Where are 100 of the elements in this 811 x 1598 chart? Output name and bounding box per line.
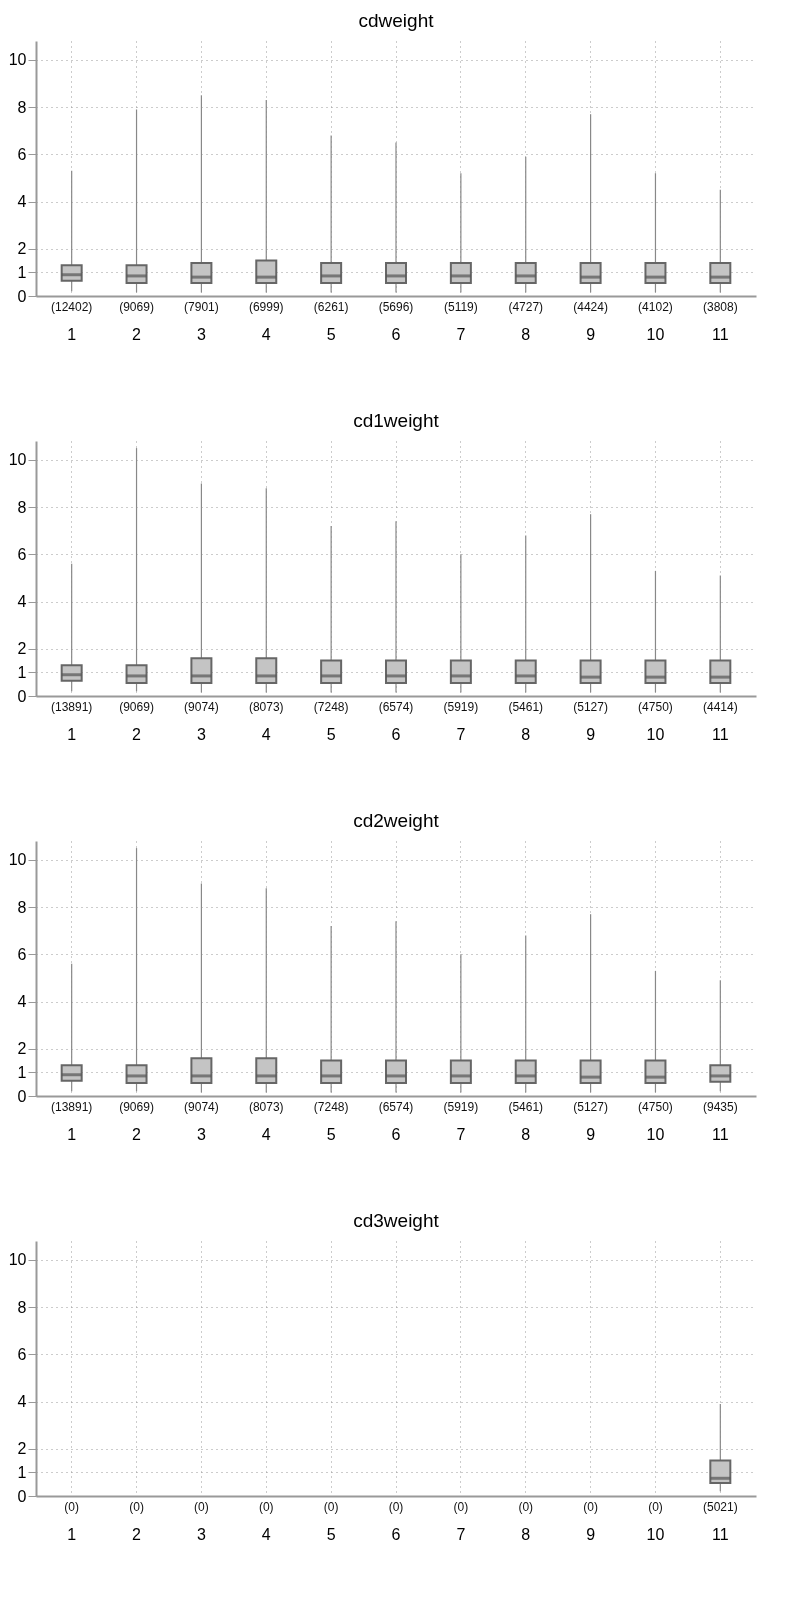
y-tick-label: 10 [8,451,27,469]
chart-title: cdweight [358,10,435,31]
x-tick-label: 1 [67,725,77,743]
x-tick-label: 5 [326,1125,336,1143]
x-tick-label: 9 [586,1125,596,1143]
text: (5119) [443,300,478,314]
y-tick-label: 1 [17,1063,27,1081]
text: (0) [129,1500,144,1514]
y-tick-label: 6 [17,545,27,563]
x-tick-label: 4 [261,1525,271,1543]
x-tick-label: 6 [391,1525,401,1543]
y-tick-label: 10 [8,51,27,69]
text: (5127) [573,1100,608,1114]
x-tick-label: 3 [196,1125,206,1143]
x-tick-label: 10 [646,1525,665,1543]
text: (6999) [248,300,284,314]
x-tick-label: 7 [456,1525,466,1543]
y-tick-label: 10 [8,851,27,869]
x-tick-label: 9 [586,725,596,743]
x-tick-label: 8 [521,1125,531,1143]
chart-title: cd2weight [353,810,440,831]
chart-title: cd3weight [353,1210,440,1231]
text: (4750) [638,700,673,714]
y-tick-label: 2 [17,640,27,658]
x-tick-label: 1 [67,1125,77,1143]
y-tick-label: 4 [17,193,27,211]
x-tick-label: 7 [456,725,466,743]
text: (6261) [313,300,349,314]
x-tick-label: 3 [196,725,206,743]
x-tick-label: 4 [261,325,271,343]
text: (5127) [573,700,608,714]
x-tick-label: 2 [132,725,142,743]
text: (6574) [378,700,414,714]
x-tick-label: 10 [646,325,665,343]
text: (4102) [638,300,673,314]
text: (9069) [119,300,154,314]
text: (4414) [702,700,738,714]
y-tick-label: 4 [17,593,27,611]
x-tick-label: 2 [132,1125,142,1143]
x-tick-label: 10 [646,725,665,743]
x-tick-label: 8 [521,725,531,743]
text: (5021) [702,1500,738,1514]
text: (4750) [638,1100,673,1114]
y-tick-label: 1 [17,263,27,281]
text: (7248) [313,700,349,714]
y-tick-label: 4 [17,993,27,1011]
x-tick-label: 7 [456,1125,466,1143]
x-tick-label: 6 [391,325,401,343]
x-tick-label: 11 [712,725,729,743]
text: (7901) [184,300,219,314]
text: (8073) [248,1100,284,1114]
x-tick-label: 5 [326,325,336,343]
x-tick-label: 4 [261,1125,271,1143]
text: (9435) [702,1100,738,1114]
y-tick-label: 0 [17,287,27,305]
x-tick-label: 1 [67,325,77,343]
y-tick-label: 10 [8,1251,27,1269]
y-tick-label: 8 [17,498,27,516]
x-tick-label: 9 [586,1525,596,1543]
y-tick-label: 1 [17,663,27,681]
text: (9069) [119,1100,154,1114]
y-tick-label: 0 [17,687,27,705]
y-tick-label: 1 [17,1463,27,1481]
text: (6574) [378,1100,414,1114]
text: (13891) [50,700,93,714]
text: (0) [453,1500,469,1514]
text: (9074) [184,1100,219,1114]
text: (8073) [248,700,284,714]
x-tick-label: 2 [132,325,142,343]
y-tick-label: 6 [17,145,27,163]
x-tick-label: 8 [521,325,531,343]
x-tick-label: 3 [196,325,206,343]
x-tick-label: 11 [712,1125,729,1143]
y-tick-label: 8 [17,1298,27,1316]
text: (5919) [443,700,479,714]
y-tick-label: 0 [17,1487,27,1505]
text: (0) [518,1500,534,1514]
x-tick-label: 10 [646,1125,665,1143]
text: (12402) [50,300,93,314]
x-tick-label: 2 [132,1525,142,1543]
y-tick-label: 2 [17,1440,27,1458]
text: (9074) [184,700,219,714]
x-tick-label: 6 [391,1125,401,1143]
x-tick-label: 5 [326,1525,336,1543]
text: (13891) [50,1100,93,1114]
x-tick-label: 11 [712,1525,729,1543]
text: (0) [258,1500,274,1514]
y-tick-label: 6 [17,945,27,963]
y-tick-label: 4 [17,1393,27,1411]
y-tick-label: 6 [17,1345,27,1363]
y-tick-label: 2 [17,1040,27,1058]
text: (3808) [702,300,738,314]
x-tick-label: 9 [586,325,596,343]
chart-title: cd1weight [353,410,440,431]
y-tick-label: 2 [17,240,27,258]
text: (4424) [573,300,608,314]
text: (5461) [508,1100,544,1114]
x-tick-label: 3 [196,1525,206,1543]
x-tick-label: 5 [326,725,336,743]
x-tick-label: 6 [391,725,401,743]
